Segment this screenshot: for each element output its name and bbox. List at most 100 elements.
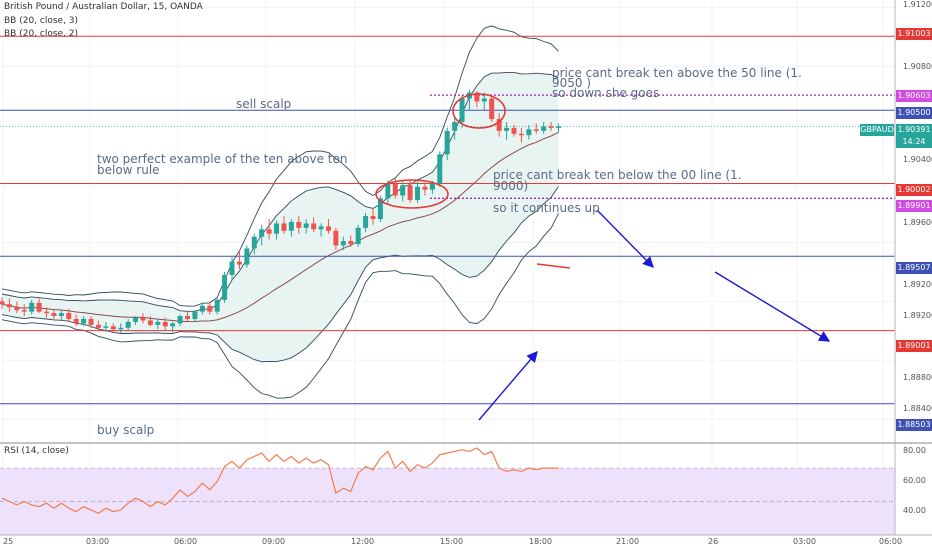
rsi-tick: 80.00	[903, 446, 926, 455]
bollinger-bands	[1, 25, 559, 399]
candle-body	[444, 130, 450, 155]
candle-body	[51, 313, 57, 317]
x-tick: 21:00	[616, 537, 640, 546]
candle-body	[29, 302, 35, 312]
candle-body	[452, 122, 458, 131]
price-label-1-90603: 1.90603	[896, 90, 932, 102]
y-tick: 1.88800	[903, 373, 932, 382]
arrow	[596, 209, 654, 268]
candle-body	[481, 98, 487, 102]
candle-body	[340, 241, 346, 246]
candle-body	[489, 98, 495, 120]
candle-body	[296, 221, 302, 228]
candle-body	[400, 185, 406, 196]
candle-body	[407, 185, 413, 200]
candle-body	[541, 126, 547, 131]
annotation-ten-rule-line1[interactable]: two perfect example of the ten above ten	[97, 152, 348, 166]
annotation-break00-line1[interactable]: price cant break ten below the 00 line (…	[493, 168, 742, 182]
candle-body	[147, 320, 153, 325]
annotation-break00-line2[interactable]: 9000)	[493, 179, 529, 193]
candle-body	[281, 223, 287, 231]
candle-body	[377, 198, 383, 220]
candle-body	[259, 229, 265, 237]
candle-body	[207, 305, 213, 312]
candle-body	[58, 313, 64, 317]
candle-body	[274, 223, 280, 234]
candle-body	[118, 327, 124, 330]
annotation-break00-line3[interactable]: so it continues up	[493, 201, 600, 215]
candle-body	[133, 317, 139, 322]
candle-body	[177, 316, 183, 324]
price-label-1-90500: 1.90500	[896, 107, 932, 119]
bb-indicator-2[interactable]: BB (20, close, 2)	[4, 29, 79, 39]
y-tick: 1.90800	[903, 62, 932, 71]
horizontal-lines	[0, 35, 895, 405]
price-label-1-89901: 1.89901	[896, 200, 932, 212]
bb-lower-3	[1, 213, 559, 399]
rsi-indicator-label[interactable]: RSI (14, close)	[4, 446, 69, 456]
candle-body	[526, 129, 532, 136]
bb-lower-2	[1, 186, 559, 363]
price-label-1-89001: 1.89001	[896, 340, 932, 352]
symbol-badge: GBPAUD	[860, 124, 894, 136]
highlight-ellipse	[375, 179, 449, 209]
candle-body	[518, 133, 524, 136]
last-price-label: 1.90391	[896, 124, 932, 136]
y-tick: 1.91200	[903, 0, 932, 9]
highlight-ellipse	[452, 93, 506, 129]
countdown-label: 14:24	[896, 136, 932, 148]
candle-body	[333, 230, 339, 246]
y-tick: 1.88400	[903, 404, 932, 413]
candle-body	[556, 126, 561, 128]
price-label-1-89507: 1.89507	[896, 262, 932, 274]
rsi-tick: 40.00	[903, 506, 926, 515]
x-tick: 09:00	[262, 537, 286, 546]
candle-body	[303, 223, 309, 228]
annotation-ten-rule-line2[interactable]: below rule	[97, 163, 160, 177]
y-tick: 1.90400	[903, 155, 932, 164]
annotation-break50-line3[interactable]: so down she goes	[552, 86, 660, 100]
price-label-1-91003: 1.91003	[896, 28, 932, 40]
candle-body	[6, 304, 12, 308]
y-tick: 1.89200	[903, 311, 932, 320]
candle-body	[311, 223, 317, 230]
candle-body	[437, 154, 443, 184]
annotation-buy-scalp[interactable]: buy scalp	[97, 423, 155, 437]
x-tick: 12:00	[351, 537, 375, 546]
candle-body	[95, 324, 101, 328]
candle-body	[185, 316, 190, 319]
rsi-tick: 60.00	[903, 476, 926, 485]
candle-body	[325, 226, 331, 231]
annotation-break50-line1[interactable]: price cant break ten above the 50 line (…	[552, 66, 802, 80]
bb-upper-2	[1, 71, 559, 312]
candle-body	[140, 317, 146, 321]
candle-body	[533, 129, 539, 131]
candle-body	[125, 321, 131, 328]
x-tick: 15:00	[440, 537, 464, 546]
x-tick: 03:00	[793, 537, 817, 546]
candle-body	[496, 119, 502, 131]
drawings	[375, 93, 831, 421]
price-label-1-90002: 1.90002	[896, 184, 932, 196]
grid	[0, 0, 895, 535]
candle-body	[318, 226, 324, 230]
candle-body	[348, 241, 354, 245]
candle-body	[214, 299, 220, 312]
candle-body	[474, 92, 480, 102]
x-tick: 26	[708, 537, 719, 546]
candle-body	[155, 321, 161, 325]
candle-body	[192, 311, 198, 319]
price-label-1-88503: 1.88503	[896, 419, 932, 431]
bb-indicator-1[interactable]: BB (20, close, 3)	[4, 16, 79, 26]
candle-body	[385, 183, 391, 199]
y-tick: 1.89200	[903, 280, 932, 289]
annotation-break50-line2[interactable]: 9050 )	[552, 76, 592, 90]
candle-body	[170, 323, 176, 327]
candle-body	[0, 301, 5, 305]
annotation-sell-scalp[interactable]: sell scalp	[236, 97, 292, 111]
x-tick: 06:00	[174, 537, 198, 546]
candle-body	[511, 127, 517, 134]
candle-body	[504, 127, 510, 131]
candle-body	[66, 313, 72, 319]
